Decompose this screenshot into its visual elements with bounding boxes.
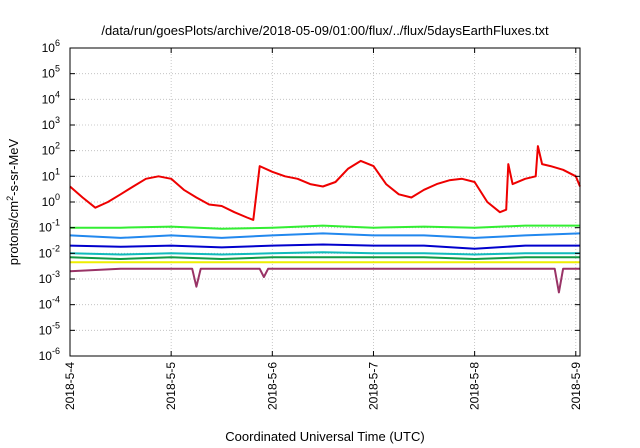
y-tick-label: 105 (42, 64, 60, 81)
series-line (69, 251, 580, 256)
plot-area (69, 145, 581, 294)
x-tick-label: 2018-5-6 (265, 362, 279, 410)
series-line (69, 267, 580, 294)
grid (69, 48, 580, 356)
chart-title: /data/run/goesPlots/archive/2018-05-09/0… (101, 23, 549, 38)
y-axis-label: protons/cm2-s-sr-MeV (5, 138, 21, 265)
y-tick-label: 102 (42, 141, 60, 158)
y-tick-label: 103 (42, 115, 60, 132)
series-line (69, 243, 580, 250)
x-axis: 2018-5-4 2018-5-5 2018-5-6 2018-5-7 2018-5-8… (63, 48, 583, 410)
x-tick-label: 2018-5-5 (164, 362, 178, 410)
y-tick-label: 10-5 (39, 320, 60, 337)
y-tick-label: 10-6 (39, 346, 60, 363)
x-tick-label: 2018-5-4 (63, 362, 77, 410)
y-tick-label: 10-3 (39, 269, 60, 286)
y-axis: 10-6 10-5 10-4 10-3 10-2 10-1 100 101 102 103 104 1… (39, 38, 580, 363)
x-axis-label: Coordinated Universal Time (UTC) (225, 429, 424, 444)
x-tick-label: 2018-5-9 (569, 362, 583, 410)
series-line (69, 256, 580, 260)
y-tick-label: 10-1 (39, 218, 60, 235)
x-tick-label: 2018-5-8 (468, 362, 482, 410)
y-tick-label: 10-2 (39, 243, 60, 260)
x-tick-label: 2018-5-7 (366, 362, 380, 410)
y-tick-label: 10-4 (39, 295, 60, 312)
y-tick-label: 106 (42, 38, 60, 55)
series-line (70, 224, 580, 230)
series-line (69, 232, 581, 239)
y-tick-label: 100 (42, 192, 60, 209)
series-line (69, 145, 581, 221)
y-tick-label: 104 (42, 89, 60, 106)
y-tick-label: 101 (42, 166, 60, 183)
